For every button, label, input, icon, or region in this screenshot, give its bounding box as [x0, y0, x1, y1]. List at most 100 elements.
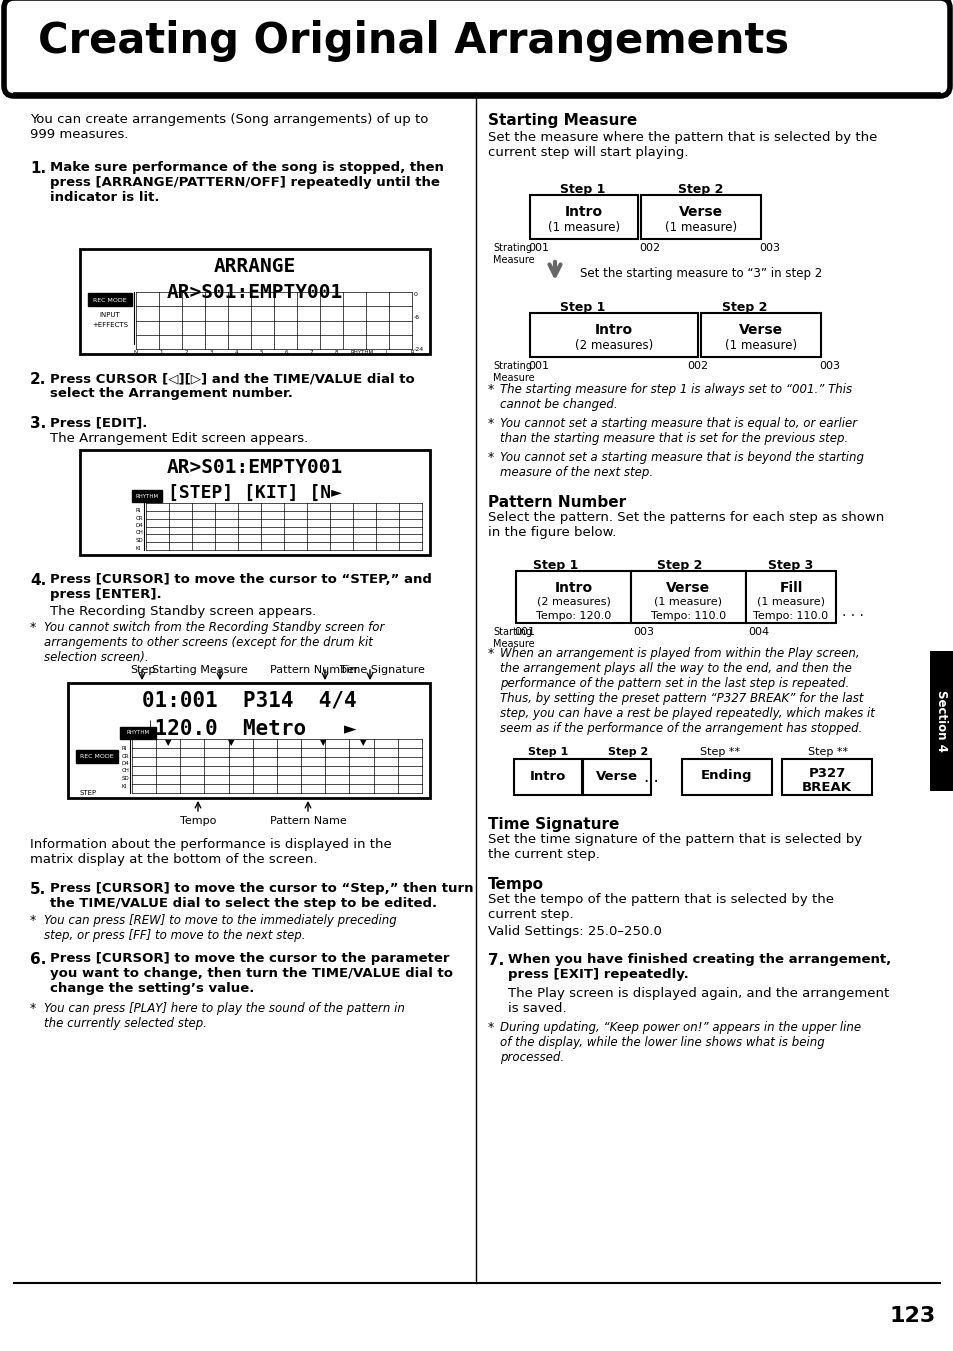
Text: SD: SD: [122, 775, 130, 781]
Text: *: *: [30, 915, 36, 927]
Text: Pattern Name: Pattern Name: [270, 816, 346, 825]
Text: REC MODE: REC MODE: [93, 297, 127, 303]
Text: [STEP] [KIT] [N►: [STEP] [KIT] [N►: [168, 484, 341, 503]
Text: Press [CURSOR] to move the cursor to the parameter
you want to change, then turn: Press [CURSOR] to move the cursor to the…: [50, 952, 453, 994]
Text: Fill: Fill: [779, 581, 801, 594]
Text: Press CURSOR [◁][▷] and the TIME/VALUE dial to
select the Arrangement number.: Press CURSOR [◁][▷] and the TIME/VALUE d…: [50, 372, 415, 400]
Text: (2 measures): (2 measures): [575, 339, 653, 353]
Text: 6.: 6.: [30, 952, 47, 967]
Text: D4: D4: [136, 523, 144, 528]
Text: 001: 001: [527, 361, 548, 372]
Text: Set the starting measure to “3” in step 2: Set the starting measure to “3” in step …: [579, 267, 821, 280]
Bar: [76, 750, 118, 763]
Text: ▼: ▼: [228, 738, 234, 747]
Text: You cannot switch from the Recording Standby screen for
arrangements to other sc: You cannot switch from the Recording Sta…: [44, 621, 384, 663]
Text: 002: 002: [686, 361, 707, 372]
Text: Set the tempo of the pattern that is selected by the
current step.: Set the tempo of the pattern that is sel…: [488, 893, 833, 921]
Text: Press [EDIT].: Press [EDIT].: [50, 416, 147, 430]
Text: 7.: 7.: [488, 952, 504, 969]
Text: 2: 2: [184, 350, 188, 355]
Text: Valid Settings: 25.0–250.0: Valid Settings: 25.0–250.0: [488, 925, 661, 938]
Bar: [630, 571, 745, 623]
Bar: [929, 651, 953, 790]
Bar: [745, 571, 835, 623]
Text: 2.: 2.: [30, 372, 47, 386]
Text: AR>S01:EMPTY001: AR>S01:EMPTY001: [167, 458, 343, 477]
FancyBboxPatch shape: [4, 0, 949, 96]
Text: Intro: Intro: [529, 770, 565, 782]
Text: During updating, “Keep power on!” appears in the upper line
of the display, whil: During updating, “Keep power on!” appear…: [499, 1021, 861, 1065]
Text: Creating Original Arrangements: Creating Original Arrangements: [38, 20, 788, 62]
Text: Step **: Step **: [700, 747, 740, 757]
Text: ♩120.0  Metro   ►: ♩120.0 Metro ►: [142, 719, 355, 739]
Text: Verse: Verse: [666, 581, 710, 594]
Bar: [700, 313, 821, 357]
Text: RHYTHM: RHYTHM: [350, 350, 373, 355]
Bar: [681, 759, 771, 794]
Text: CR: CR: [136, 516, 143, 520]
Text: The Arrangement Edit screen appears.: The Arrangement Edit screen appears.: [50, 432, 308, 444]
Text: Intro: Intro: [595, 323, 633, 336]
Text: 001: 001: [527, 243, 548, 253]
Text: Step 1: Step 1: [559, 301, 605, 313]
Text: The Recording Standby screen appears.: The Recording Standby screen appears.: [50, 605, 315, 617]
Text: 002: 002: [639, 243, 659, 253]
Text: 6: 6: [285, 350, 288, 355]
Text: Step 3: Step 3: [767, 559, 813, 571]
Text: RI: RI: [136, 508, 141, 513]
Text: (1 measure): (1 measure): [547, 222, 619, 234]
Text: You cannot set a starting measure that is beyond the starting
measure of the nex: You cannot set a starting measure that i…: [499, 451, 863, 480]
Text: RHYTHM: RHYTHM: [135, 493, 158, 499]
Text: *: *: [30, 1002, 36, 1015]
Bar: [88, 293, 132, 305]
Text: Tempo: 120.0: Tempo: 120.0: [536, 611, 611, 621]
Text: Step 1: Step 1: [527, 747, 568, 757]
Text: Time Signature: Time Signature: [339, 665, 424, 676]
Text: Verse: Verse: [739, 323, 782, 336]
Text: (1 measure): (1 measure): [757, 597, 824, 607]
Text: 8: 8: [335, 350, 338, 355]
Text: Verse: Verse: [596, 770, 638, 782]
Text: RHYTHM: RHYTHM: [127, 731, 150, 735]
Text: You cannot set a starting measure that is equal to, or earlier
than the starting: You cannot set a starting measure that i…: [499, 417, 856, 444]
Text: KI: KI: [122, 784, 127, 789]
Text: Press [CURSOR] to move the cursor to “STEP,” and
press [ENTER].: Press [CURSOR] to move the cursor to “ST…: [50, 573, 432, 601]
Text: CR: CR: [122, 754, 130, 758]
Text: P327: P327: [807, 767, 844, 780]
Text: 7: 7: [310, 350, 313, 355]
Text: Tempo: Tempo: [179, 816, 216, 825]
Text: Pattern Number: Pattern Number: [270, 665, 358, 676]
Text: Step 2: Step 2: [721, 301, 767, 313]
Text: -6: -6: [414, 315, 419, 320]
Text: RI: RI: [122, 746, 128, 751]
Text: +EFFECTS: +EFFECTS: [91, 322, 128, 328]
Text: *: *: [488, 451, 494, 463]
Bar: [68, 684, 430, 798]
Text: AR>S01:EMPTY001: AR>S01:EMPTY001: [167, 282, 343, 303]
Text: 4.: 4.: [30, 573, 46, 588]
Text: Select the pattern. Set the patterns for each step as shown
in the figure below.: Select the pattern. Set the patterns for…: [488, 511, 883, 539]
Text: R: R: [410, 350, 414, 355]
Bar: [781, 759, 871, 794]
Text: Section 4: Section 4: [935, 690, 947, 753]
Text: (1 measure): (1 measure): [654, 597, 721, 607]
Text: Set the measure where the pattern that is selected by the
current step will star: Set the measure where the pattern that i…: [488, 131, 877, 159]
Bar: [80, 450, 430, 555]
Text: Step 2: Step 2: [678, 182, 723, 196]
Text: 3: 3: [210, 350, 213, 355]
Text: -24: -24: [414, 347, 424, 353]
Text: 3.: 3.: [30, 416, 46, 431]
Text: Pattern Number: Pattern Number: [488, 494, 625, 509]
Text: D4: D4: [122, 761, 130, 766]
Text: Make sure performance of the song is stopped, then
press [ARRANGE/PATTERN/OFF] r: Make sure performance of the song is sto…: [50, 161, 443, 204]
Text: Step 2: Step 2: [607, 747, 647, 757]
Text: N: N: [133, 350, 138, 355]
Text: Starting
Measure: Starting Measure: [493, 627, 534, 648]
Bar: [530, 313, 698, 357]
Text: 003: 003: [633, 627, 654, 638]
Text: Starting Measure: Starting Measure: [152, 665, 248, 676]
Text: Verse: Verse: [679, 205, 722, 219]
Text: The starting measure for step 1 is always set to “001.” This
cannot be changed.: The starting measure for step 1 is alway…: [499, 382, 851, 411]
Text: Ending: Ending: [700, 770, 752, 782]
Text: Strating
Measure: Strating Measure: [493, 361, 534, 382]
